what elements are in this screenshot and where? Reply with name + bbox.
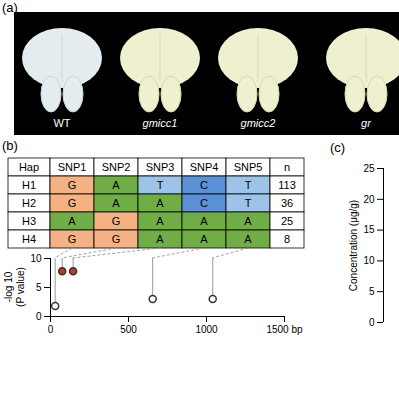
svg-text:H2: H2: [22, 197, 36, 209]
svg-text:113: 113: [278, 179, 296, 191]
svg-text:G: G: [68, 179, 77, 191]
svg-text:WT: WT: [53, 117, 70, 129]
svg-text:20: 20: [363, 194, 375, 205]
svg-text:10: 10: [30, 253, 42, 264]
svg-text:0: 0: [36, 311, 42, 322]
svg-text:H4: H4: [22, 233, 36, 245]
svg-text:SNP4: SNP4: [190, 161, 219, 173]
svg-text:A: A: [244, 215, 252, 227]
svg-text:SNP2: SNP2: [102, 161, 131, 173]
svg-text:8: 8: [284, 233, 290, 245]
svg-text:25: 25: [363, 163, 375, 174]
svg-text:1000: 1000: [195, 324, 218, 335]
svg-text:A: A: [156, 197, 164, 209]
svg-text:5: 5: [369, 286, 375, 297]
svg-text:H3: H3: [22, 215, 36, 227]
svg-text:A: A: [112, 179, 120, 191]
svg-text:A: A: [68, 215, 76, 227]
svg-text:gmicc2: gmicc2: [241, 117, 276, 129]
svg-text:SNP1: SNP1: [58, 161, 87, 173]
svg-text:1500 bp: 1500 bp: [266, 324, 303, 335]
svg-text:15: 15: [363, 224, 375, 235]
svg-text:-log 10: -log 10: [3, 271, 14, 302]
svg-text:(P value): (P value): [15, 267, 26, 307]
svg-text:5: 5: [36, 282, 42, 293]
svg-text:G: G: [68, 233, 77, 245]
svg-text:A: A: [156, 215, 164, 227]
svg-text:n: n: [284, 161, 290, 173]
svg-text:G: G: [112, 233, 121, 245]
svg-text:25: 25: [281, 215, 293, 227]
svg-text:A: A: [244, 233, 252, 245]
svg-text:gmicc1: gmicc1: [143, 117, 178, 129]
svg-text:0: 0: [48, 324, 54, 335]
svg-text:Hap: Hap: [19, 161, 39, 173]
svg-text:36: 36: [281, 197, 293, 209]
svg-text:G: G: [112, 215, 121, 227]
svg-text:T: T: [157, 179, 164, 191]
svg-text:SNP5: SNP5: [234, 161, 263, 173]
html-text:(c): (c): [330, 140, 346, 155]
svg-text:Concentration (μg/g): Concentration (μg/g): [348, 200, 359, 291]
svg-text:A: A: [156, 233, 164, 245]
svg-text:T: T: [245, 197, 252, 209]
svg-text:gr: gr: [361, 117, 372, 129]
svg-text:A: A: [112, 197, 120, 209]
svg-text:A: A: [200, 233, 208, 245]
svg-text:10: 10: [363, 255, 375, 266]
svg-text:G: G: [68, 197, 77, 209]
svg-text:C: C: [200, 197, 208, 209]
svg-text:H1: H1: [22, 179, 36, 191]
svg-text:T: T: [245, 179, 252, 191]
html-text:(b): (b): [2, 138, 18, 153]
svg-text:SNP3: SNP3: [146, 161, 175, 173]
svg-text:A: A: [200, 215, 208, 227]
html-text:(a): (a): [2, 0, 18, 15]
svg-text:C: C: [200, 179, 208, 191]
svg-text:0: 0: [369, 317, 375, 328]
svg-text:500: 500: [120, 324, 137, 335]
